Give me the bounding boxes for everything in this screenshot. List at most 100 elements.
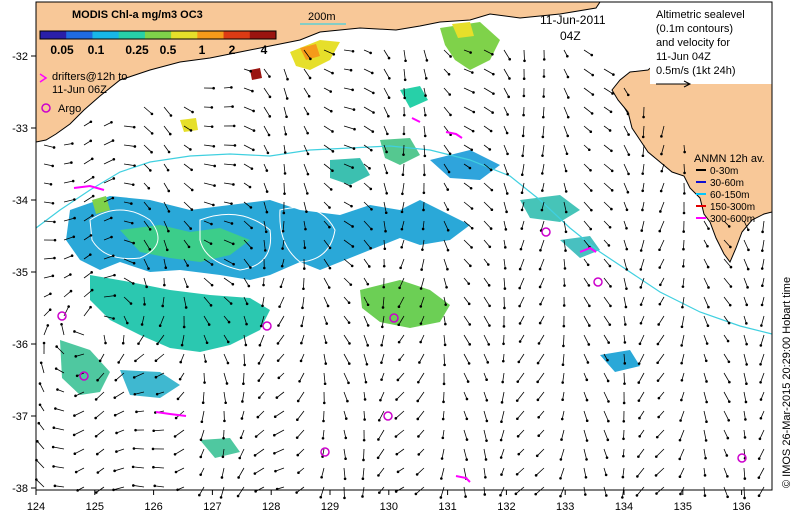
- velocity-arrow: [681, 334, 685, 346]
- velocity-arrow-head: [560, 417, 564, 421]
- velocity-arrow-head: [541, 154, 544, 157]
- velocity-arrow-head: [591, 93, 595, 96]
- velocity-arrow: [703, 334, 708, 344]
- velocity-arrow: [443, 106, 451, 116]
- velocity-arrow: [563, 239, 566, 251]
- velocity-arrow: [183, 201, 193, 210]
- velocity-arrow-head: [395, 398, 398, 401]
- velocity-arrow-head: [500, 473, 503, 476]
- velocity-arrow-head: [521, 154, 524, 158]
- velocity-arrow-head: [590, 112, 594, 115]
- velocity-arrow-head: [609, 110, 613, 114]
- velocity-arrow-head: [424, 77, 428, 80]
- velocity-arrow: [583, 467, 587, 478]
- velocity-arrow-head: [189, 227, 193, 230]
- velocity-arrow: [363, 220, 372, 230]
- velocity-arrow-head: [111, 254, 115, 258]
- velocity-arrow: [343, 201, 352, 207]
- velocity-arrow: [517, 429, 525, 437]
- velocity-arrow-head: [371, 130, 375, 133]
- velocity-arrow-head: [240, 417, 244, 420]
- velocity-arrow-head: [398, 286, 401, 290]
- velocity-arrow-head: [126, 321, 129, 325]
- velocity-arrow-head: [612, 73, 615, 76]
- velocity-arrow: [83, 176, 94, 184]
- velocity-arrow-head: [51, 445, 55, 449]
- velocity-arrow: [183, 220, 192, 229]
- velocity-arrow-head: [226, 340, 230, 344]
- velocity-arrow: [539, 258, 545, 270]
- velocity-arrow-head: [707, 305, 710, 309]
- velocity-arrow-head: [729, 285, 733, 288]
- velocity-arrow: [243, 220, 252, 229]
- velocity-arrow: [483, 315, 490, 326]
- velocity-arrow: [363, 353, 368, 365]
- velocity-arrow: [583, 296, 590, 307]
- velocity-arrow: [243, 239, 252, 249]
- velocity-arrow-head: [353, 127, 356, 131]
- velocity-arrow-head: [209, 304, 213, 307]
- velocity-arrow-head: [760, 324, 763, 327]
- velocity-arrow: [53, 466, 65, 469]
- velocity-arrow: [640, 239, 645, 251]
- velocity-arrow-head: [230, 222, 234, 225]
- velocity-arrow: [761, 258, 765, 269]
- velocity-arrow: [638, 353, 645, 364]
- velocity-arrow-head: [305, 210, 308, 213]
- velocity-arrow-head: [504, 228, 508, 231]
- velocity-arrow: [562, 391, 565, 400]
- velocity-arrow: [723, 467, 728, 477]
- velocity-arrow-head: [587, 284, 591, 287]
- velocity-arrow: [680, 410, 685, 421]
- velocity-arrow: [303, 182, 308, 194]
- velocity-arrow-head: [680, 378, 684, 382]
- velocity-arrow-head: [224, 401, 227, 405]
- altimetry-line-3: and velocity for: [656, 37, 730, 49]
- velocity-arrow-head: [303, 246, 307, 250]
- velocity-arrow-head: [180, 343, 184, 347]
- velocity-arrow-head: [659, 210, 662, 213]
- velocity-arrow: [303, 106, 309, 115]
- velocity-arrow: [40, 362, 45, 374]
- velocity-arrow-head: [627, 172, 630, 176]
- velocity-arrow: [483, 277, 490, 286]
- velocity-arrow-head: [607, 341, 610, 344]
- x-tick-label: 132: [497, 501, 515, 513]
- velocity-arrow-head: [296, 399, 300, 403]
- velocity-arrow: [243, 334, 247, 346]
- velocity-arrow: [83, 272, 92, 279]
- velocity-arrow-head: [74, 355, 78, 358]
- velocity-arrow-head: [265, 190, 269, 193]
- velocity-arrow: [640, 277, 645, 288]
- velocity-arrow-head: [323, 382, 327, 386]
- velocity-arrow-head: [638, 416, 641, 420]
- isobath-200m: [35, 145, 773, 335]
- velocity-arrow: [658, 315, 665, 325]
- velocity-arrow-head: [150, 132, 154, 135]
- velocity-arrow: [603, 163, 613, 172]
- velocity-arrow: [223, 296, 232, 304]
- velocity-arrow-head: [53, 238, 57, 242]
- velocity-arrow: [703, 258, 709, 268]
- velocity-arrow-head: [659, 283, 662, 287]
- velocity-arrow: [363, 410, 366, 420]
- velocity-arrow-head: [72, 433, 76, 437]
- velocity-arrow-head: [366, 344, 370, 347]
- velocity-arrow-head: [147, 186, 151, 190]
- velocity-arrow-head: [111, 196, 115, 200]
- velocity-arrow: [322, 429, 325, 439]
- velocity-arrow-head: [132, 447, 136, 450]
- velocity-arrow: [383, 201, 387, 213]
- velocity-arrow-head: [117, 361, 120, 364]
- velocity-arrow-head: [487, 284, 491, 287]
- velocity-arrow-head: [257, 362, 261, 365]
- velocity-arrow-head: [503, 306, 506, 310]
- velocity-arrow: [363, 201, 372, 210]
- velocity-arrow: [420, 277, 425, 289]
- velocity-arrow: [303, 125, 308, 134]
- velocity-arrow-head: [467, 362, 471, 365]
- velocity-arrow-head: [743, 436, 747, 439]
- velocity-arrow-head: [514, 492, 518, 496]
- velocity-arrow-head: [538, 267, 542, 271]
